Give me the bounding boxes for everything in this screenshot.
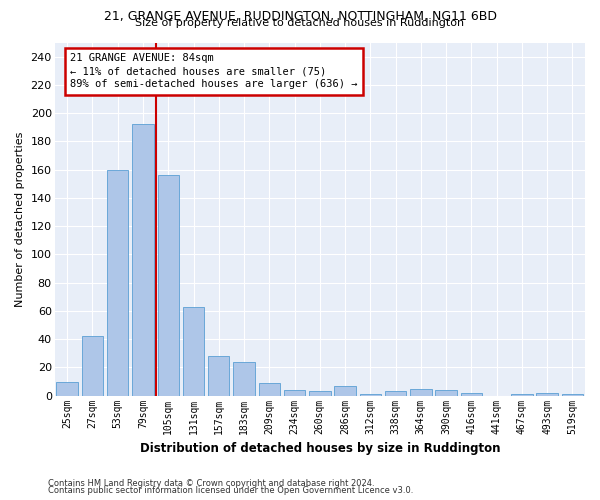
Text: Contains public sector information licensed under the Open Government Licence v3: Contains public sector information licen…	[48, 486, 413, 495]
Bar	[536, 393, 558, 396]
Bar	[132, 124, 154, 396]
Bar	[511, 394, 533, 396]
Text: 21 GRANGE AVENUE: 84sqm
← 11% of detached houses are smaller (75)
89% of semi-de: 21 GRANGE AVENUE: 84sqm ← 11% of detache…	[70, 53, 358, 90]
Bar	[562, 394, 583, 396]
Text: 21, GRANGE AVENUE, RUDDINGTON, NOTTINGHAM, NG11 6BD: 21, GRANGE AVENUE, RUDDINGTON, NOTTINGHA…	[104, 10, 497, 23]
X-axis label: Distribution of detached houses by size in Ruddington: Distribution of detached houses by size …	[140, 442, 500, 455]
Y-axis label: Number of detached properties: Number of detached properties	[15, 132, 25, 307]
Bar	[385, 392, 406, 396]
Bar	[208, 356, 229, 396]
Bar	[107, 170, 128, 396]
Bar	[436, 390, 457, 396]
Bar	[82, 336, 103, 396]
Text: Size of property relative to detached houses in Ruddington: Size of property relative to detached ho…	[136, 18, 464, 28]
Bar	[233, 362, 255, 396]
Bar	[334, 386, 356, 396]
Bar	[284, 390, 305, 396]
Bar	[359, 394, 381, 396]
Bar	[56, 382, 78, 396]
Bar	[259, 383, 280, 396]
Bar	[309, 392, 331, 396]
Bar	[183, 306, 204, 396]
Text: Contains HM Land Registry data © Crown copyright and database right 2024.: Contains HM Land Registry data © Crown c…	[48, 478, 374, 488]
Bar	[158, 176, 179, 396]
Bar	[461, 393, 482, 396]
Bar	[410, 388, 431, 396]
